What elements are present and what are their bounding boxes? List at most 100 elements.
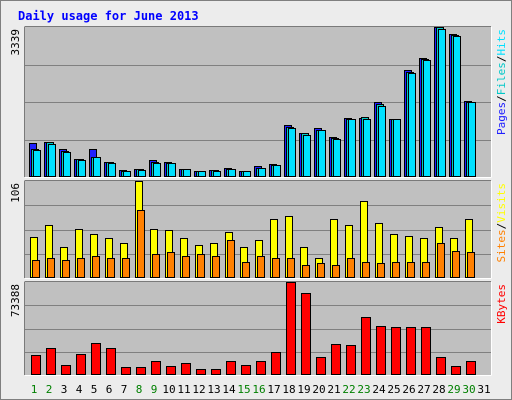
day-label-21: 21 — [327, 383, 340, 396]
day-label-4: 4 — [76, 383, 83, 396]
bar-hits-day-19 — [303, 135, 311, 177]
bar-sites-day-20 — [317, 263, 325, 278]
bar-kbytes-day-6 — [106, 348, 116, 375]
bar-hits-day-15 — [243, 171, 251, 177]
bar-hits-day-4 — [78, 160, 86, 177]
bar-kbytes-day-12 — [196, 369, 206, 375]
day-label-3: 3 — [61, 383, 68, 396]
bar-hits-day-26 — [408, 73, 416, 177]
bar-hits-day-14 — [228, 169, 236, 177]
bar-kbytes-day-13 — [211, 369, 221, 375]
bar-hits-day-7 — [123, 171, 131, 177]
day-label-28: 28 — [432, 383, 445, 396]
day-label-19: 19 — [297, 383, 310, 396]
legend-hits: Hits — [495, 29, 508, 56]
day-label-25: 25 — [387, 383, 400, 396]
bar-kbytes-day-20 — [316, 357, 326, 375]
day-label-26: 26 — [402, 383, 415, 396]
bar-kbytes-day-9 — [151, 361, 161, 375]
bar-kbytes-day-1 — [31, 355, 41, 375]
bar-hits-day-3 — [63, 152, 71, 177]
bar-hits-day-23 — [363, 119, 371, 177]
bar-kbytes-day-16 — [256, 361, 266, 375]
bar-kbytes-day-23 — [361, 317, 371, 375]
legend-separator: / — [495, 56, 508, 63]
legend-separator: / — [495, 223, 508, 230]
bar-hits-day-2 — [48, 144, 56, 177]
bar-hits-day-20 — [318, 130, 326, 177]
day-label-16: 16 — [252, 383, 265, 396]
bar-sites-day-10 — [167, 252, 175, 278]
bar-hits-day-13 — [213, 171, 221, 177]
bar-hits-day-1 — [33, 150, 41, 177]
day-label-10: 10 — [162, 383, 175, 396]
bar-sites-day-2 — [47, 258, 55, 278]
bar-kbytes-day-17 — [271, 352, 281, 375]
bar-sites-day-6 — [107, 258, 115, 278]
bar-sites-day-18 — [287, 258, 295, 278]
day-label-18: 18 — [282, 383, 295, 396]
bar-hits-day-27 — [423, 60, 431, 177]
day-label-30: 30 — [462, 383, 475, 396]
legend-1: Pages/Files/Hits — [495, 29, 508, 135]
bar-sites-day-9 — [152, 254, 160, 278]
bar-kbytes-day-21 — [331, 344, 341, 375]
bar-sites-day-27 — [422, 262, 430, 278]
day-label-7: 7 — [121, 383, 128, 396]
bar-hits-day-28 — [438, 29, 446, 177]
bar-hits-day-21 — [333, 139, 341, 177]
bar-sites-day-7 — [122, 258, 130, 278]
day-label-23: 23 — [357, 383, 370, 396]
bar-sites-day-19 — [302, 265, 310, 278]
bar-sites-day-23 — [362, 262, 370, 278]
bar-sites-day-30 — [467, 252, 475, 278]
bar-kbytes-day-15 — [241, 365, 251, 375]
bar-kbytes-day-28 — [436, 357, 446, 375]
day-label-13: 13 — [207, 383, 220, 396]
day-label-2: 2 — [46, 383, 53, 396]
bar-kbytes-day-11 — [181, 363, 191, 375]
bar-kbytes-day-27 — [421, 327, 431, 375]
y-max-label-2: 106 — [9, 183, 22, 203]
day-label-27: 27 — [417, 383, 430, 396]
day-label-29: 29 — [447, 383, 460, 396]
bar-kbytes-day-29 — [451, 366, 461, 375]
legend-kbytes: KBytes — [495, 284, 508, 324]
chart-title: Daily usage for June 2013 — [18, 9, 199, 23]
bar-kbytes-day-22 — [346, 345, 356, 375]
bar-sites-day-25 — [392, 262, 400, 278]
day-label-31: 31 — [477, 383, 490, 396]
bar-hits-day-10 — [168, 163, 176, 177]
bar-hits-day-22 — [348, 119, 356, 177]
bar-hits-day-17 — [273, 165, 281, 177]
bar-hits-day-8 — [138, 170, 146, 177]
bar-kbytes-day-5 — [91, 343, 101, 375]
legend-pages: Pages — [495, 102, 508, 135]
bar-sites-day-16 — [257, 256, 265, 278]
legend-2: Sites/Visits — [495, 183, 508, 263]
bar-sites-day-5 — [92, 256, 100, 278]
bar-hits-day-9 — [153, 163, 161, 177]
bar-kbytes-day-4 — [76, 354, 86, 375]
bar-sites-day-12 — [197, 254, 205, 278]
legend-visits: Visits — [495, 183, 508, 223]
bar-sites-day-22 — [347, 258, 355, 278]
bar-sites-day-17 — [272, 258, 280, 278]
bar-kbytes-day-7 — [121, 367, 131, 375]
bar-hits-day-25 — [393, 119, 401, 177]
bar-kbytes-day-25 — [391, 327, 401, 375]
day-label-17: 17 — [267, 383, 280, 396]
y-max-label-3: 73388 — [9, 284, 22, 317]
bar-kbytes-day-24 — [376, 326, 386, 375]
bar-sites-day-11 — [182, 256, 190, 278]
day-label-22: 22 — [342, 383, 355, 396]
bar-sites-day-13 — [212, 256, 220, 278]
day-label-14: 14 — [222, 383, 236, 396]
bar-sites-day-21 — [332, 265, 340, 278]
bar-kbytes-day-26 — [406, 327, 416, 375]
bar-kbytes-day-14 — [226, 361, 236, 375]
y-max-label-1: 3339 — [9, 29, 22, 56]
bar-kbytes-day-2 — [46, 348, 56, 375]
day-label-20: 20 — [312, 383, 325, 396]
bar-kbytes-day-10 — [166, 366, 176, 375]
